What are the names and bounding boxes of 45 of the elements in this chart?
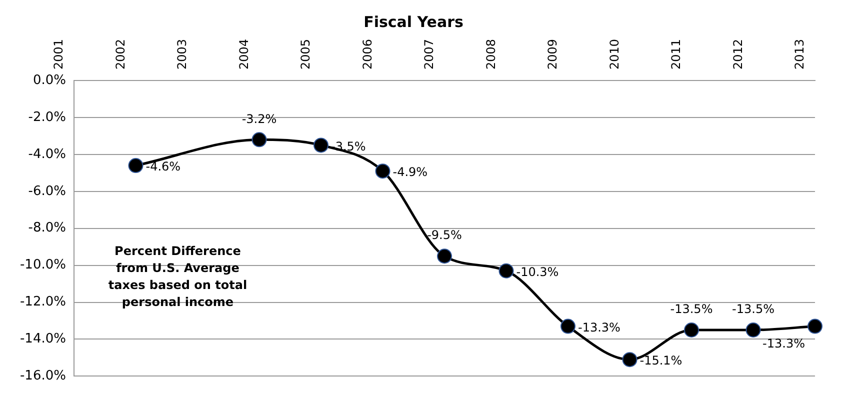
y-tick-label: -10.0% xyxy=(20,258,66,273)
point xyxy=(684,322,699,338)
data-label: -9.5% xyxy=(427,228,462,242)
data-label: -4.6% xyxy=(146,160,181,174)
y-tick-label: -4.0% xyxy=(28,146,66,162)
x-tick-label: 2006 xyxy=(360,38,374,70)
point xyxy=(808,318,822,334)
x-tick-label: 2011 xyxy=(669,38,684,70)
y-tick-label: -2.0% xyxy=(28,110,66,125)
point xyxy=(436,248,452,264)
annotation: Percent Difference from U.S. Average taxes based on total personal income xyxy=(108,244,248,310)
x-tick-label: 2007 xyxy=(422,38,436,70)
data-label: -4.9% xyxy=(392,165,428,180)
y-tick-label: -8.0% xyxy=(28,220,66,236)
data-label: -13.5% xyxy=(670,302,713,316)
y-tick-label: -16.0% xyxy=(20,368,66,384)
data-label: -13.5% xyxy=(732,302,774,316)
x-tick-label: 2002 xyxy=(113,38,128,70)
data-label: -15.1% xyxy=(640,354,682,368)
point xyxy=(313,138,328,153)
data-label: -13.3% xyxy=(578,320,620,334)
data-label: -10.3% xyxy=(516,264,559,279)
point xyxy=(622,352,638,368)
x-tick-label: 2012 xyxy=(730,38,745,70)
point xyxy=(560,318,576,334)
y-tick-label: -14.0% xyxy=(20,332,66,347)
x-tick-label: 2008 xyxy=(484,38,498,70)
y-tick-label: 0.0% xyxy=(32,72,66,88)
point xyxy=(375,164,390,179)
point xyxy=(498,263,514,278)
x-tick-label: 2013 xyxy=(792,38,807,70)
x-tick-label: 2005 xyxy=(298,38,313,70)
data-label: -13.3% xyxy=(762,336,805,350)
chart-title: Fiscal Years xyxy=(364,12,464,31)
point xyxy=(746,322,761,338)
x-tick-label: 2010 xyxy=(607,38,622,70)
y-tick-label: -6.0% xyxy=(28,184,66,199)
point xyxy=(128,158,144,174)
x-tick-label: 2009 xyxy=(546,38,560,70)
data-label: -3.2% xyxy=(242,112,277,126)
x-tick-label: 2003 xyxy=(175,38,190,70)
x-tick-label: 2004 xyxy=(236,38,251,70)
x-tick-label: 2001 xyxy=(52,38,66,70)
point xyxy=(252,132,267,148)
y-tick-label: -12.0% xyxy=(20,294,66,310)
